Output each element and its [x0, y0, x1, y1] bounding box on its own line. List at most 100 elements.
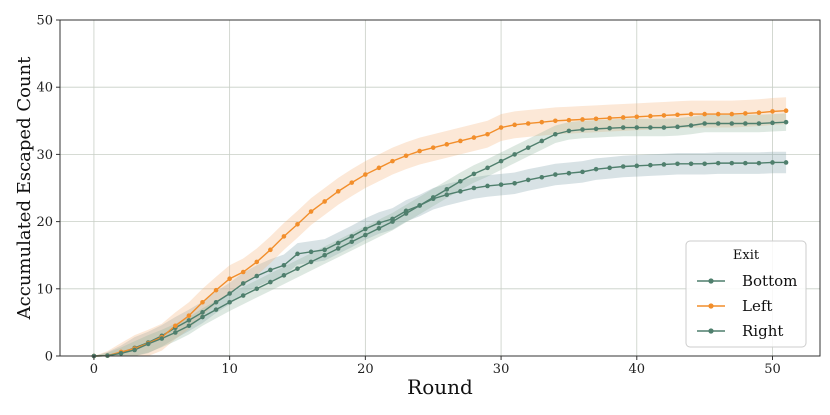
point-right — [227, 299, 232, 305]
point-right — [634, 125, 640, 130]
point-left — [607, 115, 612, 121]
point-bottom — [281, 262, 287, 268]
point-right — [173, 330, 178, 335]
point-left — [240, 269, 246, 275]
series-lines — [93, 110, 787, 357]
point-bottom — [471, 185, 477, 191]
x-tick-label: 20 — [357, 362, 374, 377]
point-left — [200, 299, 205, 305]
point-right — [512, 152, 517, 157]
legend-title: Exit — [733, 248, 760, 263]
point-bottom — [661, 162, 667, 167]
point-right — [308, 259, 314, 265]
point-bottom — [213, 299, 219, 305]
point-left — [512, 122, 517, 128]
point-right — [498, 158, 504, 164]
point-bottom — [295, 251, 300, 257]
point-left — [444, 142, 450, 147]
point-bottom — [227, 291, 232, 296]
point-left — [525, 121, 531, 126]
legend-box — [685, 240, 807, 348]
point-right — [417, 203, 422, 208]
legend-label-bottom: Bottom — [742, 272, 797, 290]
point-left — [295, 221, 300, 227]
point-right — [485, 165, 490, 171]
y-axis-label: Accumulated Escaped Count — [14, 56, 35, 320]
point-bottom — [335, 240, 341, 246]
x-tick-label: 10 — [221, 362, 238, 377]
y-tick-label: 30 — [36, 148, 53, 163]
point-left — [173, 323, 178, 329]
point-left — [553, 118, 558, 124]
point-bottom — [566, 170, 572, 176]
point-left — [756, 110, 762, 116]
point-right — [444, 187, 450, 192]
legend-marker-right — [708, 328, 714, 334]
point-bottom — [715, 160, 721, 166]
point-bottom — [322, 247, 327, 253]
point-right — [254, 286, 260, 292]
point-left — [498, 125, 504, 130]
point-left — [390, 158, 395, 164]
point-bottom — [688, 161, 694, 167]
point-left — [376, 165, 382, 171]
point-right — [335, 246, 341, 251]
point-bottom — [376, 220, 382, 226]
point-left — [186, 313, 192, 318]
x-tick-label: 40 — [629, 362, 646, 377]
y-tick-label: 20 — [36, 215, 53, 230]
point-left — [620, 115, 626, 120]
point-bottom — [770, 160, 775, 165]
point-right — [593, 126, 599, 132]
axes: 0 10 20 30 40 50 0 10 20 30 40 50 — [36, 14, 821, 377]
point-right — [525, 145, 531, 150]
point-bottom — [539, 174, 545, 180]
point-bottom — [254, 273, 260, 279]
point-right — [132, 347, 137, 353]
point-right — [458, 178, 463, 184]
point-bottom — [620, 164, 626, 169]
point-right — [118, 351, 124, 356]
point-right — [688, 123, 694, 128]
point-left — [349, 180, 355, 185]
point-bottom — [200, 310, 205, 315]
point-right — [363, 232, 368, 238]
point-left — [593, 116, 599, 122]
point-bottom — [743, 160, 748, 166]
point-bottom — [756, 160, 762, 166]
point-right — [430, 195, 436, 200]
point-right — [607, 125, 612, 131]
point-bottom — [485, 183, 490, 189]
point-bottom — [593, 166, 599, 172]
point-left — [580, 117, 585, 122]
point-right — [390, 219, 395, 224]
point-right — [471, 171, 477, 177]
y-tick-label: 40 — [36, 81, 53, 96]
point-left — [688, 111, 694, 117]
point-right — [661, 125, 667, 130]
point-bottom — [648, 162, 653, 168]
point-left — [322, 199, 327, 204]
point-right — [159, 336, 165, 341]
y-tick-label: 10 — [36, 282, 53, 297]
point-bottom — [525, 177, 531, 183]
legend: Exit Bottom Left Right — [685, 240, 807, 348]
point-bottom — [308, 249, 314, 255]
point-left — [335, 189, 341, 194]
legend-label-left: Left — [742, 297, 772, 315]
point-left — [539, 119, 545, 125]
point-bottom — [675, 161, 680, 167]
point-bottom — [186, 318, 192, 323]
point-left — [566, 117, 572, 123]
point-right — [349, 239, 355, 245]
point-left — [743, 111, 748, 116]
point-right — [403, 211, 409, 216]
point-left — [485, 131, 490, 137]
x-tick-label: 50 — [764, 362, 781, 377]
line-right — [93, 121, 787, 357]
point-bottom — [349, 234, 355, 239]
point-left — [254, 259, 260, 265]
point-right — [295, 266, 300, 271]
legend-marker-bottom — [708, 278, 714, 284]
